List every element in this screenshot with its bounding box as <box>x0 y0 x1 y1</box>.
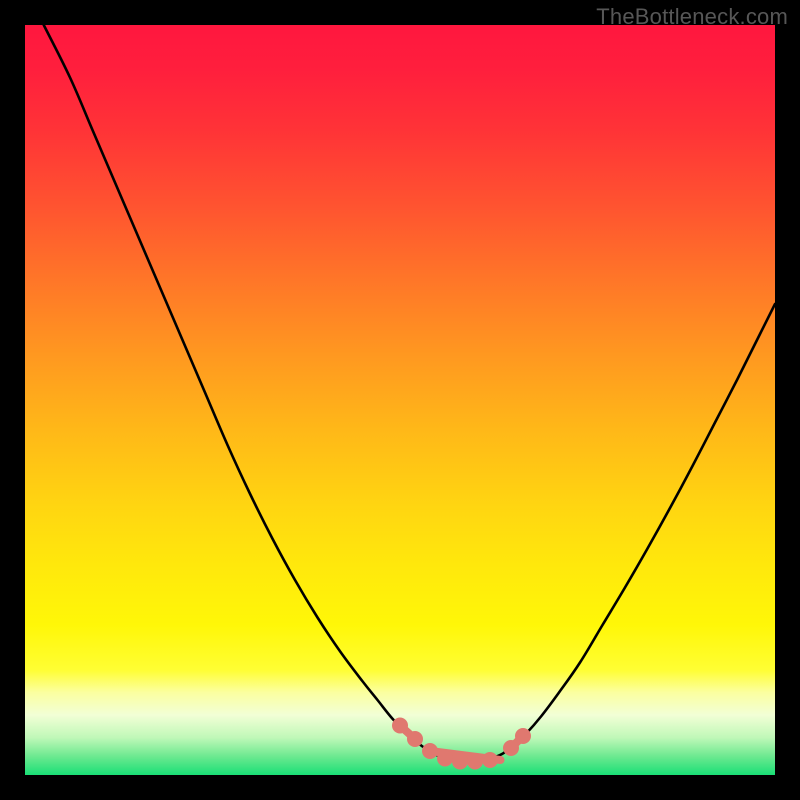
chart-curve-layer <box>25 25 775 775</box>
highlight-markers <box>392 718 531 770</box>
watermark-text: TheBottleneck.com <box>596 4 788 30</box>
bottleneck-curve <box>44 25 775 760</box>
bottleneck-chart <box>25 25 775 775</box>
